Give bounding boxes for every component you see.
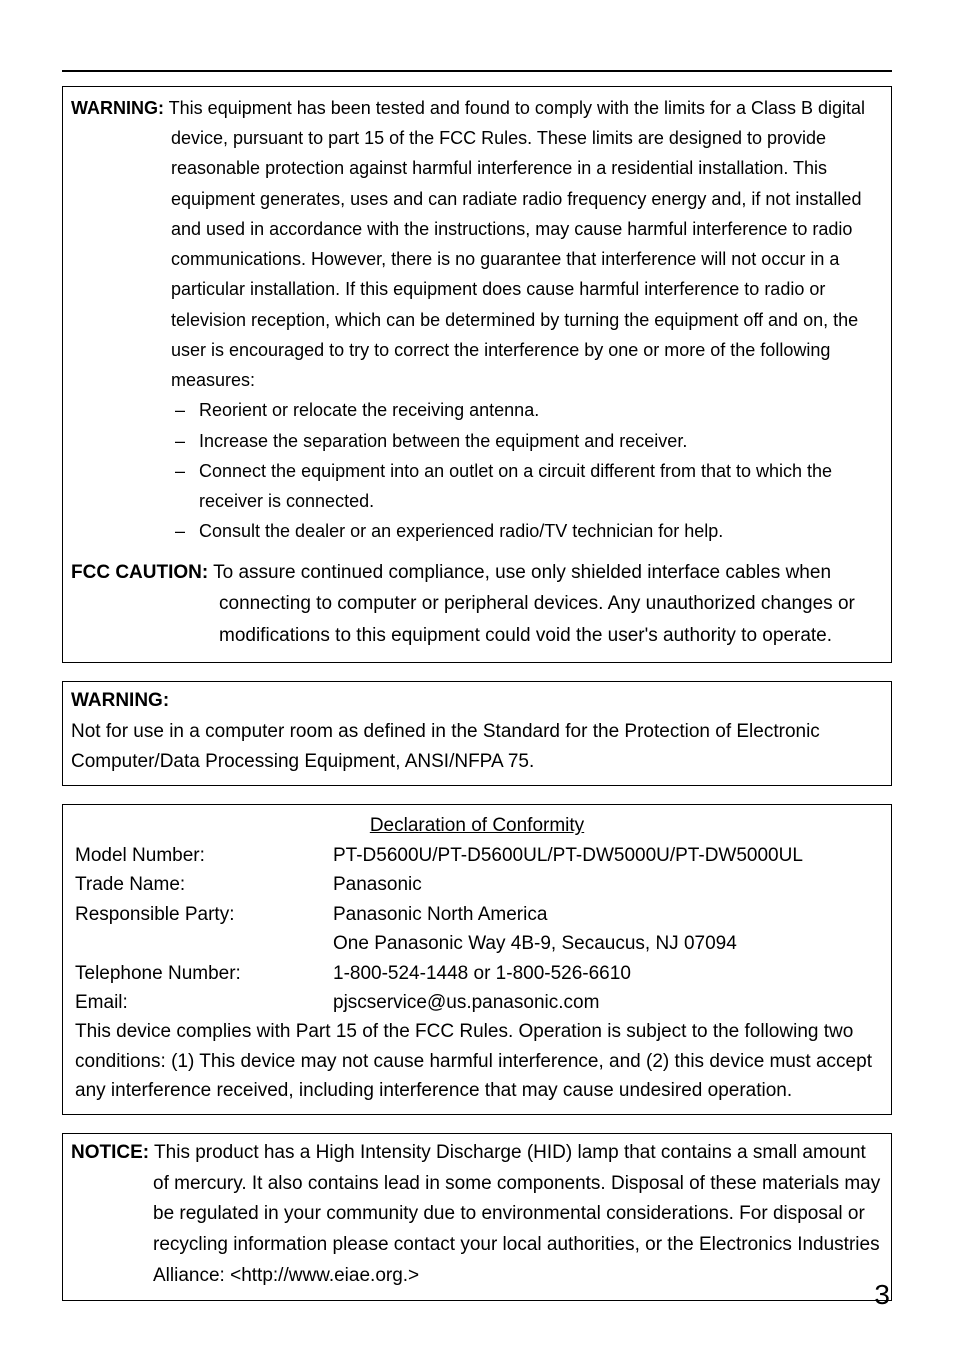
- decl-value: pjscservice@us.panasonic.com: [333, 988, 879, 1017]
- decl-value: PT-D5600U/PT-D5600UL/PT-DW5000U/PT-DW500…: [333, 841, 879, 870]
- warning-block: WARNING: This equipment has been tested …: [71, 93, 883, 547]
- decl-label: Trade Name:: [75, 870, 333, 899]
- decl-row: One Panasonic Way 4B-9, Secaucus, NJ 070…: [75, 929, 879, 958]
- warning2-body: Not for use in a computer room as define…: [71, 717, 883, 778]
- notice-first-line: NOTICE: This product has a High Intensit…: [71, 1138, 883, 1169]
- bullet-item: Increase the separation between the equi…: [171, 426, 883, 456]
- decl-label: [75, 929, 333, 958]
- warning-bullets: Reorient or relocate the receiving anten…: [71, 395, 883, 546]
- decl-value: One Panasonic Way 4B-9, Secaucus, NJ 070…: [333, 929, 879, 958]
- page-content: WARNING: This equipment has been tested …: [0, 0, 954, 1301]
- decl-row: Trade Name: Panasonic: [75, 870, 879, 899]
- decl-row: Telephone Number: 1-800-524-1448 or 1-80…: [75, 959, 879, 988]
- warning2-label: WARNING:: [71, 686, 883, 716]
- decl-row: Email: pjscservice@us.panasonic.com: [75, 988, 879, 1017]
- page-number: 3: [874, 1279, 890, 1311]
- fcc-first-line: FCC CAUTION: To assure continued complia…: [71, 557, 883, 589]
- bullet-item: Connect the equipment into an outlet on …: [171, 456, 883, 516]
- bullet-item: Consult the dealer or an experienced rad…: [171, 516, 883, 546]
- warning-fcc-box: WARNING: This equipment has been tested …: [62, 86, 892, 663]
- declaration-title: Declaration of Conformity: [75, 811, 879, 840]
- decl-row: Responsible Party: Panasonic North Ameri…: [75, 900, 879, 929]
- notice-label: NOTICE:: [71, 1142, 149, 1163]
- decl-label: Model Number:: [75, 841, 333, 870]
- decl-label: Telephone Number:: [75, 959, 333, 988]
- declaration-box: Declaration of Conformity Model Number: …: [62, 804, 892, 1114]
- decl-row: Model Number: PT-D5600U/PT-D5600UL/PT-DW…: [75, 841, 879, 870]
- fcc-line1: To assure continued compliance, use only…: [208, 562, 831, 583]
- decl-value: Panasonic: [333, 870, 879, 899]
- decl-label: Responsible Party:: [75, 900, 333, 929]
- declaration-footer: This device complies with Part 15 of the…: [75, 1017, 879, 1105]
- decl-value: 1-800-524-1448 or 1-800-526-6610: [333, 959, 879, 988]
- fcc-label: FCC CAUTION:: [71, 562, 208, 583]
- notice-body: of mercury. It also contains lead in som…: [71, 1169, 883, 1292]
- warning-label: WARNING:: [71, 98, 164, 118]
- notice-line1: This product has a High Intensity Discha…: [149, 1142, 866, 1163]
- top-rule: [62, 70, 892, 72]
- warning-computer-room-box: WARNING: Not for use in a computer room …: [62, 681, 892, 786]
- notice-box: NOTICE: This product has a High Intensit…: [62, 1133, 892, 1301]
- warning-body: device, pursuant to part 15 of the FCC R…: [71, 123, 883, 395]
- decl-label: Email:: [75, 988, 333, 1017]
- decl-value: Panasonic North America: [333, 900, 879, 929]
- warning-first-line: WARNING: This equipment has been tested …: [71, 93, 883, 123]
- warning-line1: This equipment has been tested and found…: [164, 98, 865, 118]
- bullet-item: Reorient or relocate the receiving anten…: [171, 395, 883, 425]
- fcc-caution-block: FCC CAUTION: To assure continued complia…: [71, 557, 883, 653]
- fcc-body: connecting to computer or peripheral dev…: [71, 588, 883, 652]
